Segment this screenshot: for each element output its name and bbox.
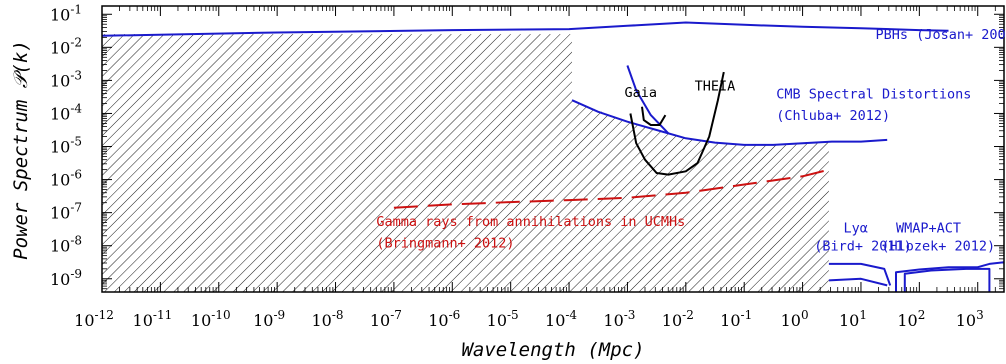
y-tick-label: 10-2 xyxy=(50,35,82,57)
x-tick-label: 10-7 xyxy=(370,308,402,330)
plot-frame xyxy=(101,5,1005,293)
series-line-7 xyxy=(828,277,888,287)
x-tick-label: 10-10 xyxy=(191,308,231,330)
annotation-pbh: PBHs (Josan+ 2009) xyxy=(876,27,1006,43)
series-layer xyxy=(102,21,1004,292)
annotation-cmb1: CMB Spectral Distortions xyxy=(776,87,971,103)
y-tick-label: 10-1 xyxy=(50,2,82,24)
x-tick-label: 101 xyxy=(839,308,867,330)
excluded-region-hatch xyxy=(102,34,829,292)
annotation-lya1: Lyα xyxy=(843,220,867,236)
annotation-theia: THEIA xyxy=(695,78,736,94)
x-tick-label: 102 xyxy=(897,308,925,330)
series-line-6 xyxy=(828,262,892,286)
y-axis-title: Power Spectrum 𝒫(k) xyxy=(10,40,32,260)
x-tick-label: 10-12 xyxy=(74,308,114,330)
hatched-region-excluded-pbh xyxy=(102,34,572,292)
y-tick-label: 10-8 xyxy=(50,234,82,256)
annotation-wmap2: (Hlozek+ 2012) xyxy=(881,239,995,255)
axis-ticks xyxy=(101,6,1004,293)
annotation-gamma2: (Bringmann+ 2012) xyxy=(376,235,514,251)
series-line-1 xyxy=(571,99,888,146)
x-tick-label: 10-9 xyxy=(253,308,285,330)
x-tick-label: 103 xyxy=(956,308,984,330)
y-tick-label: 10-7 xyxy=(50,201,82,223)
annotation-wmap1: WMAP+ACT xyxy=(896,220,961,236)
x-tick-label: 10-11 xyxy=(133,308,173,330)
x-tick-label: 10-3 xyxy=(603,308,635,330)
y-tick-label: 10-5 xyxy=(50,135,82,157)
series-line-0 xyxy=(102,21,949,37)
annotation-lya2: (Bird+ 2011) xyxy=(814,239,912,255)
x-tick-label: 10-8 xyxy=(311,308,343,330)
series-line-8 xyxy=(895,261,1004,292)
y-tick-label: 10-9 xyxy=(50,267,82,289)
annotations: PBHs (Josan+ 2009) CMB Spectral Distortio… xyxy=(376,27,1006,255)
series-line-5 xyxy=(393,168,830,209)
x-tick-label: 100 xyxy=(781,308,809,330)
y-tick-label: 10-3 xyxy=(50,68,82,90)
annotation-gamma1: Gamma rays from annihilations in UCMHs xyxy=(376,214,685,230)
series-line-3 xyxy=(641,106,667,126)
annotation-gaia: Gaia xyxy=(625,85,658,101)
annotation-cmb2: (Chluba+ 2012) xyxy=(776,108,890,124)
x-tick-label: 10-5 xyxy=(487,308,519,330)
x-tick-label: 10-2 xyxy=(662,308,694,330)
x-tick-label: 10-1 xyxy=(720,308,752,330)
y-tick-labels: 10-1 10-2 10-3 10-4 10-5 10-6 10-7 10-8 10-9 xyxy=(50,2,82,289)
x-axis-title: Wavelength (Mpc) xyxy=(461,339,644,361)
series-line-9 xyxy=(903,267,991,292)
x-tick-label: 10-4 xyxy=(545,308,577,330)
x-tick-label: 10-6 xyxy=(428,308,460,330)
x-tick-labels: 10-12 10-11 10-10 10-9 10-8 10-7 10-6 10-5 10-4 1… xyxy=(74,308,984,330)
hatched-region-excluded-cmb xyxy=(571,100,829,292)
series-line-4 xyxy=(629,71,725,176)
y-tick-label: 10-6 xyxy=(50,168,82,190)
y-tick-label: 10-4 xyxy=(50,101,82,123)
